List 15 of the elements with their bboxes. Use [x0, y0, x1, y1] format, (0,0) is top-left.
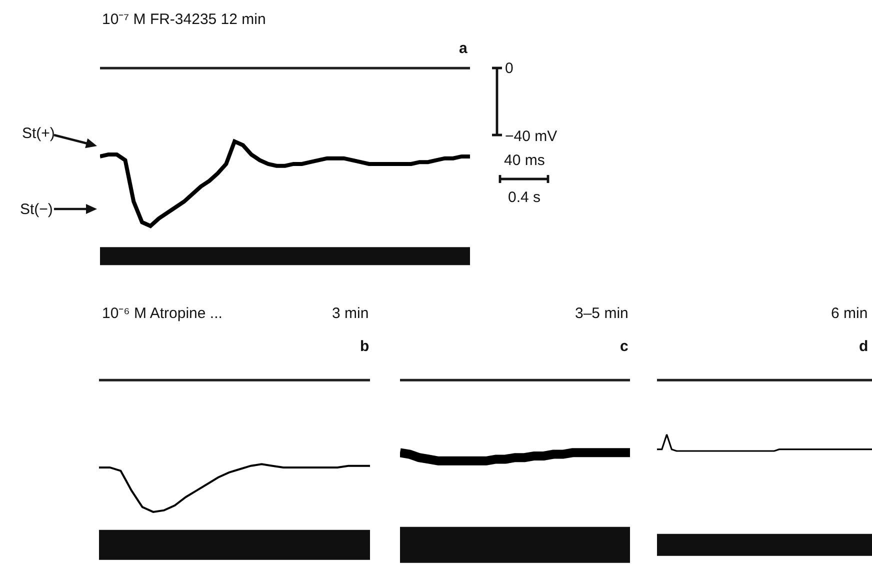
text: 0.4 s — [508, 189, 541, 206]
text: a — [459, 40, 468, 57]
text: 0 — [505, 60, 514, 77]
chart-title: 6 min — [831, 305, 868, 322]
text: b — [360, 338, 370, 355]
text: 10⁻⁶ M Atropine ... — [102, 305, 222, 322]
text: 40 ms — [504, 152, 545, 169]
text: c — [620, 338, 628, 355]
text: St(+) — [22, 125, 55, 142]
chart-title: 3 min — [332, 305, 369, 322]
chart-title: 3–5 min — [575, 305, 628, 322]
text: d — [859, 338, 868, 355]
chart-title: 10⁻⁷ M FR-34235 12 min — [102, 11, 266, 28]
text: St(−) — [20, 201, 53, 218]
text: −40 mV — [505, 128, 558, 145]
